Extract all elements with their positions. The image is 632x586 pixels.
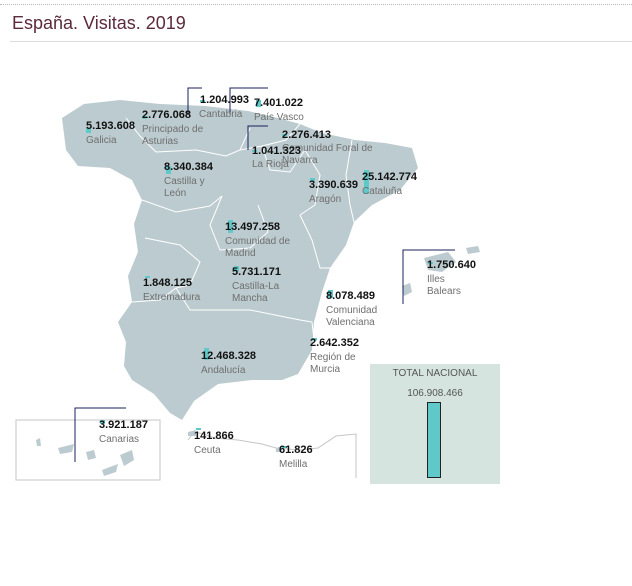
balearic-island-menorca <box>466 246 480 254</box>
total-label: TOTAL NACIONAL <box>392 368 478 379</box>
value-label-illes-balears: 1.750.640 <box>427 259 476 271</box>
bar-canarias <box>100 420 105 424</box>
ceuta-shape <box>188 430 196 436</box>
region-label-la-rioja: La Rioja <box>252 159 289 170</box>
value-label-principado-de-asturias: 2.776.068 <box>142 109 191 121</box>
bar-comunidad-valenciana <box>328 290 333 298</box>
region-label-comunidad-de-madrid: Comunidad de Madrid <box>225 236 290 259</box>
canarias-island-grancanaria <box>86 450 96 460</box>
value-label-comunidad-valenciana: 8.078.489 <box>326 290 375 302</box>
total-value: 106.908.466 <box>407 388 463 399</box>
value-label-aragon: 3.390.639 <box>309 179 358 191</box>
bar-principado-de-asturias <box>142 116 147 119</box>
region-label-cataluna: Cataluña <box>362 186 402 197</box>
region-label-cantabria: Cantabria <box>199 109 243 120</box>
total-bar-fill <box>428 403 440 477</box>
bar-castilla-la-mancha <box>234 266 239 272</box>
bar-castilla-y-leon <box>166 166 171 174</box>
region-label-aragon: Aragón <box>309 194 341 205</box>
value-label-cataluna: 25.142.774 <box>362 171 418 183</box>
value-label-andalucia: 12.468.328 <box>201 350 256 362</box>
title-divider <box>10 41 632 42</box>
region-label-principado-de-asturias: Principado de Asturias <box>142 124 204 147</box>
region-label-ceuta: Ceuta <box>194 445 221 456</box>
callout-lines <box>74 87 455 462</box>
value-label-castilla-y-leon: 8.340.384 <box>164 161 214 173</box>
chart-title: España. Visitas. 2019 <box>12 13 186 33</box>
bar-extremadura <box>145 276 150 278</box>
region-label-galicia: Galicia <box>86 135 117 146</box>
region-label-region-de-murcia: Región de Murcia <box>310 352 356 375</box>
region-label-illes-balears: Illes Balears <box>427 274 461 297</box>
bar-cantabria <box>200 100 205 102</box>
bar-region-de-murcia <box>312 338 317 341</box>
region-label-castilla-y-leon: Castilla y León <box>164 176 205 199</box>
value-label-ceuta: 141.866 <box>194 430 234 442</box>
mainland-shape <box>62 100 418 420</box>
value-label-cantabria: 1.204.993 <box>200 94 249 106</box>
bar-melilla <box>282 446 287 448</box>
canarias-island-fuerteventura <box>102 464 118 476</box>
value-label-pais-vasco: 7.401.022 <box>254 97 303 109</box>
region-label-pais-vasco: País Vasco <box>254 112 304 123</box>
canarias-inset-frame <box>15 419 161 481</box>
top-dotted-rule <box>0 4 632 5</box>
region-label-canarias: Canarias <box>99 434 139 445</box>
bar-galicia <box>86 128 91 133</box>
balearic-island-mallorca <box>424 252 456 272</box>
canarias-island-lapalma <box>36 438 41 446</box>
bar-comunidad-de-madrid <box>228 220 233 233</box>
region-label-comunidad-foral-de-navarra: Comunidad Foral de Navarra <box>282 143 373 166</box>
region-label-andalucia: Andalucía <box>201 365 246 376</box>
balearic-island-ibiza <box>402 283 412 296</box>
bar-comunidad-foral-de-navarra <box>282 134 287 137</box>
value-label-region-de-murcia: 2.642.352 <box>310 337 359 349</box>
region-label-extremadura: Extremadura <box>143 292 201 303</box>
value-label-la-rioja: 1.041.323 <box>252 145 301 157</box>
region-label-castilla-la-mancha: Castilla-La Mancha <box>232 281 280 304</box>
value-label-comunidad-foral-de-navarra: 2.276.413 <box>282 129 331 141</box>
canarias-island-lanzarote <box>120 450 134 466</box>
region-marks: 5.193.608 Galicia 2.776.068 Principado de As… <box>86 94 476 470</box>
bar-andalucia <box>204 348 209 360</box>
value-label-castilla-la-mancha: 5.731.171 <box>232 266 281 278</box>
bar-illes-balears <box>428 262 433 264</box>
bar-ceuta <box>196 428 201 430</box>
total-bar <box>427 402 441 478</box>
value-label-melilla: 61.826 <box>279 444 313 456</box>
melilla-shape <box>276 446 282 452</box>
value-label-galicia: 5.193.608 <box>86 120 135 132</box>
value-label-comunidad-de-madrid: 13.497.258 <box>225 221 280 233</box>
north-africa-coast <box>187 431 357 478</box>
region-label-comunidad-valenciana: Comunidad Valenciana <box>326 305 377 328</box>
value-label-extremadura: 1.848.125 <box>143 277 192 289</box>
bar-pais-vasco <box>256 100 261 108</box>
canarias-island-tenerife <box>58 444 74 454</box>
region-borders <box>125 117 355 351</box>
bar-aragon <box>310 178 315 182</box>
bar-cataluna <box>364 170 369 194</box>
region-label-melilla: Melilla <box>279 459 308 470</box>
value-label-canarias: 3.921.187 <box>99 419 148 431</box>
bar-la-rioja <box>252 150 257 152</box>
total-nacional-box: TOTAL NACIONAL 106.908.466 <box>370 364 500 484</box>
